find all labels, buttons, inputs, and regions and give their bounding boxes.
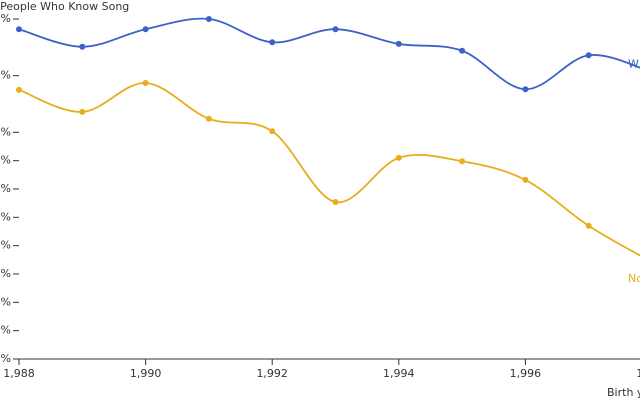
data-point: [269, 128, 276, 135]
x-tick-label: 1,996: [510, 367, 542, 380]
data-point: [16, 26, 22, 33]
x-axis-title: Birth year: [607, 386, 640, 399]
series-label: W: [628, 57, 639, 70]
y-tick-label: 35%: [0, 324, 11, 337]
data-point: [332, 26, 339, 33]
y-tick-label: 30%: [0, 352, 11, 365]
y-tick-label: 70%: [0, 125, 11, 138]
data-point: [205, 115, 212, 122]
y-tick-label: 65%: [0, 154, 11, 167]
y-tick-label: 90%: [0, 12, 11, 25]
data-point: [142, 80, 149, 87]
data-point: [585, 52, 592, 59]
y-tick-label: 60%: [0, 182, 11, 195]
data-point: [522, 86, 529, 93]
y-tick-label: 50%: [0, 239, 11, 252]
y-axis-title: of People Who Know Song: [0, 0, 129, 13]
x-tick-label: 1,988: [3, 367, 35, 380]
x-tick-label: 1,994: [383, 367, 415, 380]
data-point: [585, 222, 592, 229]
data-point: [16, 86, 22, 93]
data-point: [395, 154, 402, 161]
series-label: No: [628, 272, 640, 285]
x-tick-label: 1,992: [256, 367, 288, 380]
x-tick-label: 1,998: [636, 367, 640, 380]
data-point: [269, 39, 276, 46]
y-tick-label: 80%: [0, 69, 11, 82]
y-tick-label: 55%: [0, 210, 11, 223]
series-line: [18, 17, 640, 91]
data-point: [395, 40, 402, 47]
y-tick-label: 45%: [0, 267, 11, 280]
y-tick-label: 40%: [0, 295, 11, 308]
data-point: [522, 176, 529, 183]
data-point: [459, 47, 466, 54]
data-point: [79, 108, 86, 115]
data-point: [205, 16, 212, 22]
x-tick-label: 1,990: [130, 367, 162, 380]
series-line: [18, 82, 640, 257]
data-point: [142, 26, 149, 33]
data-point: [332, 199, 339, 206]
data-point: [79, 43, 86, 50]
data-point: [459, 158, 466, 165]
